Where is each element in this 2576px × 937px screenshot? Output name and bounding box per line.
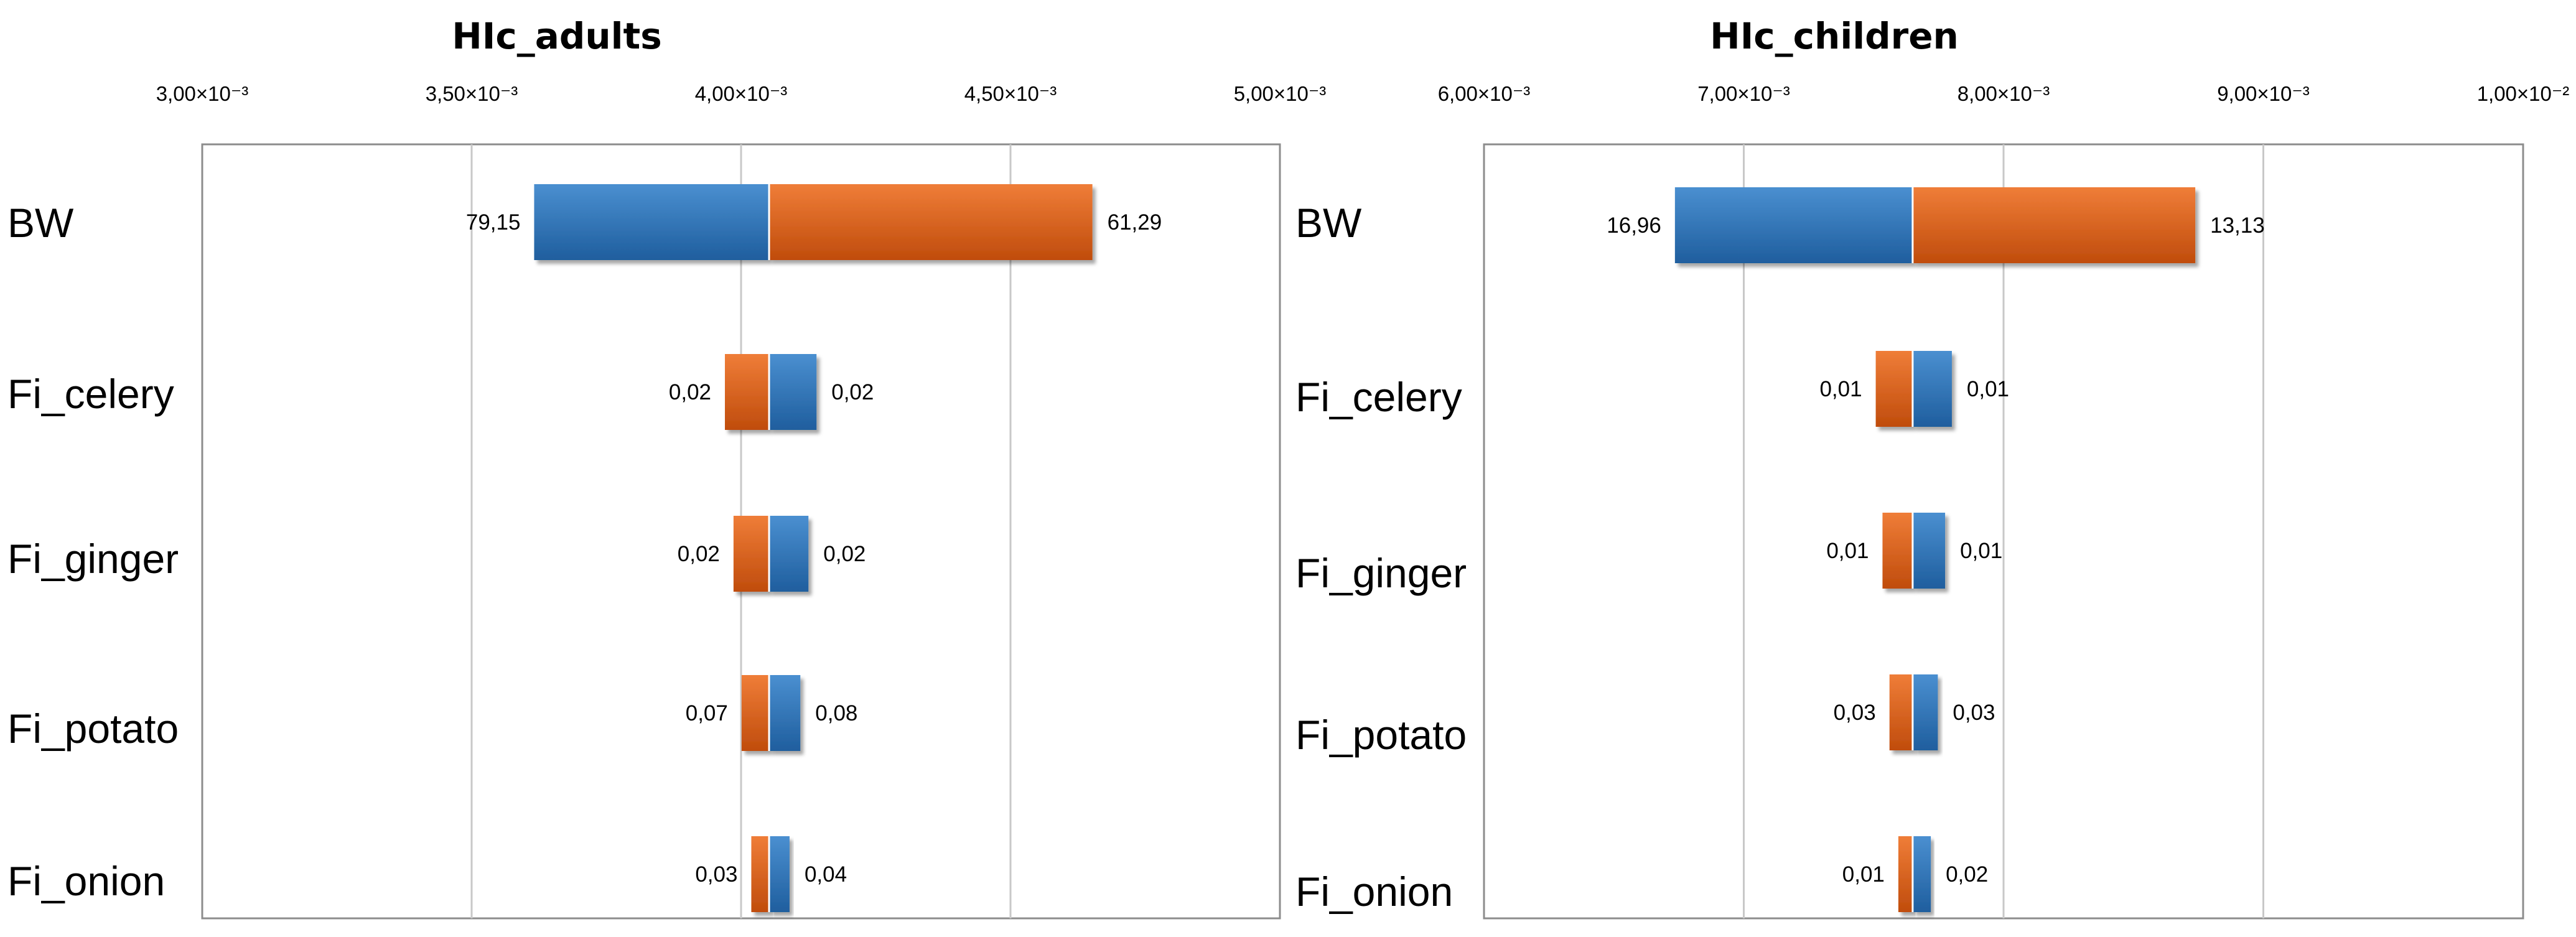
data-label-right: 0,04 [805, 862, 847, 887]
bar-high-Fi_onion [769, 836, 790, 912]
bar-low-Fi_potato [1889, 674, 1913, 750]
category-label: Fi_celery [7, 371, 174, 417]
category-label: Fi_onion [7, 858, 165, 904]
x-tick-label: 9,00×10⁻³ [2217, 82, 2310, 105]
bar-low-BW [1674, 187, 1913, 263]
bar-low-Fi_ginger [1882, 513, 1913, 589]
data-label-left: 0,01 [1826, 539, 1869, 563]
bar-low-Fi_onion [751, 836, 770, 912]
x-tick-label: 7,00×10⁻³ [1697, 82, 1790, 105]
data-label-left: 0,03 [1834, 701, 1876, 725]
bar-low-Fi_potato [741, 675, 770, 751]
data-label-right: 0,08 [815, 701, 857, 725]
category-label: Fi_onion [1295, 869, 1453, 915]
data-label-left: 0,01 [1842, 862, 1885, 887]
data-label-right: 13,13 [2210, 213, 2265, 238]
bar-high-BW [1912, 187, 2196, 263]
category-label: Fi_potato [7, 706, 179, 752]
bar-low-BW [534, 184, 770, 260]
x-tick-label: 3,50×10⁻³ [426, 82, 518, 105]
category-label: Fi_ginger [7, 536, 179, 582]
bar-high-Fi_onion [1912, 836, 1931, 912]
x-tick-label: 1,00×10⁻² [2477, 82, 2570, 105]
x-tick-label: 4,00×10⁻³ [695, 82, 788, 105]
x-tick-label: 3,00×10⁻³ [156, 82, 249, 105]
data-label-right: 0,02 [831, 380, 874, 404]
data-label-left: 0,02 [678, 542, 720, 566]
category-label: Fi_celery [1295, 374, 1462, 420]
category-label: Fi_potato [1295, 712, 1467, 758]
data-label-left: 0,02 [669, 380, 711, 404]
x-tick-label: 6,00×10⁻³ [1438, 82, 1531, 105]
bar-high-Fi_ginger [1912, 513, 1946, 589]
bar-high-BW [769, 184, 1093, 260]
data-label-right: 0,02 [823, 542, 866, 566]
bar-high-Fi_ginger [769, 516, 809, 592]
data-label-right: 0,01 [1960, 539, 2002, 563]
data-label-left: 16,96 [1607, 213, 1661, 238]
bar-low-Fi_celery [725, 354, 770, 430]
x-tick-label: 8,00×10⁻³ [1958, 82, 2050, 105]
data-label-left: 0,03 [695, 862, 737, 887]
bar-low-Fi_ginger [733, 516, 770, 592]
chart-panel-1: HIc_adults 3,00×10⁻³ 3,50×10⁻³ 4,00×10⁻³ 4,5… [7, 15, 1327, 920]
x-tick-label: 4,50×10⁻³ [964, 82, 1057, 105]
bar-high-Fi_potato [769, 675, 801, 751]
data-label-right: 0,02 [1946, 862, 1988, 887]
x-tick-label: 5,00×10⁻³ [1234, 82, 1327, 105]
data-label-right: 0,01 [1967, 377, 2009, 401]
bar-high-Fi_potato [1912, 674, 1938, 750]
data-label-right: 61,29 [1108, 210, 1162, 235]
category-label: BW [7, 200, 74, 246]
data-label-left: 0,07 [686, 701, 728, 725]
category-label: BW [1295, 200, 1362, 246]
data-label-left: 0,01 [1819, 377, 1862, 401]
chart-title: HIc_adults [452, 15, 662, 57]
bar-high-Fi_celery [769, 354, 817, 430]
chart-title: HIc_children [1710, 15, 1959, 57]
chart-panel-2: HIc_children 6,00×10⁻³ 7,00×10⁻³ 8,00×10⁻³ 9… [1295, 15, 2570, 920]
bar-low-Fi_onion [1898, 836, 1913, 912]
data-label-left: 79,15 [466, 210, 521, 235]
bar-low-Fi_celery [1875, 351, 1913, 427]
category-label: Fi_ginger [1295, 550, 1467, 596]
bar-high-Fi_celery [1912, 351, 1952, 427]
data-label-right: 0,03 [1953, 701, 1995, 725]
